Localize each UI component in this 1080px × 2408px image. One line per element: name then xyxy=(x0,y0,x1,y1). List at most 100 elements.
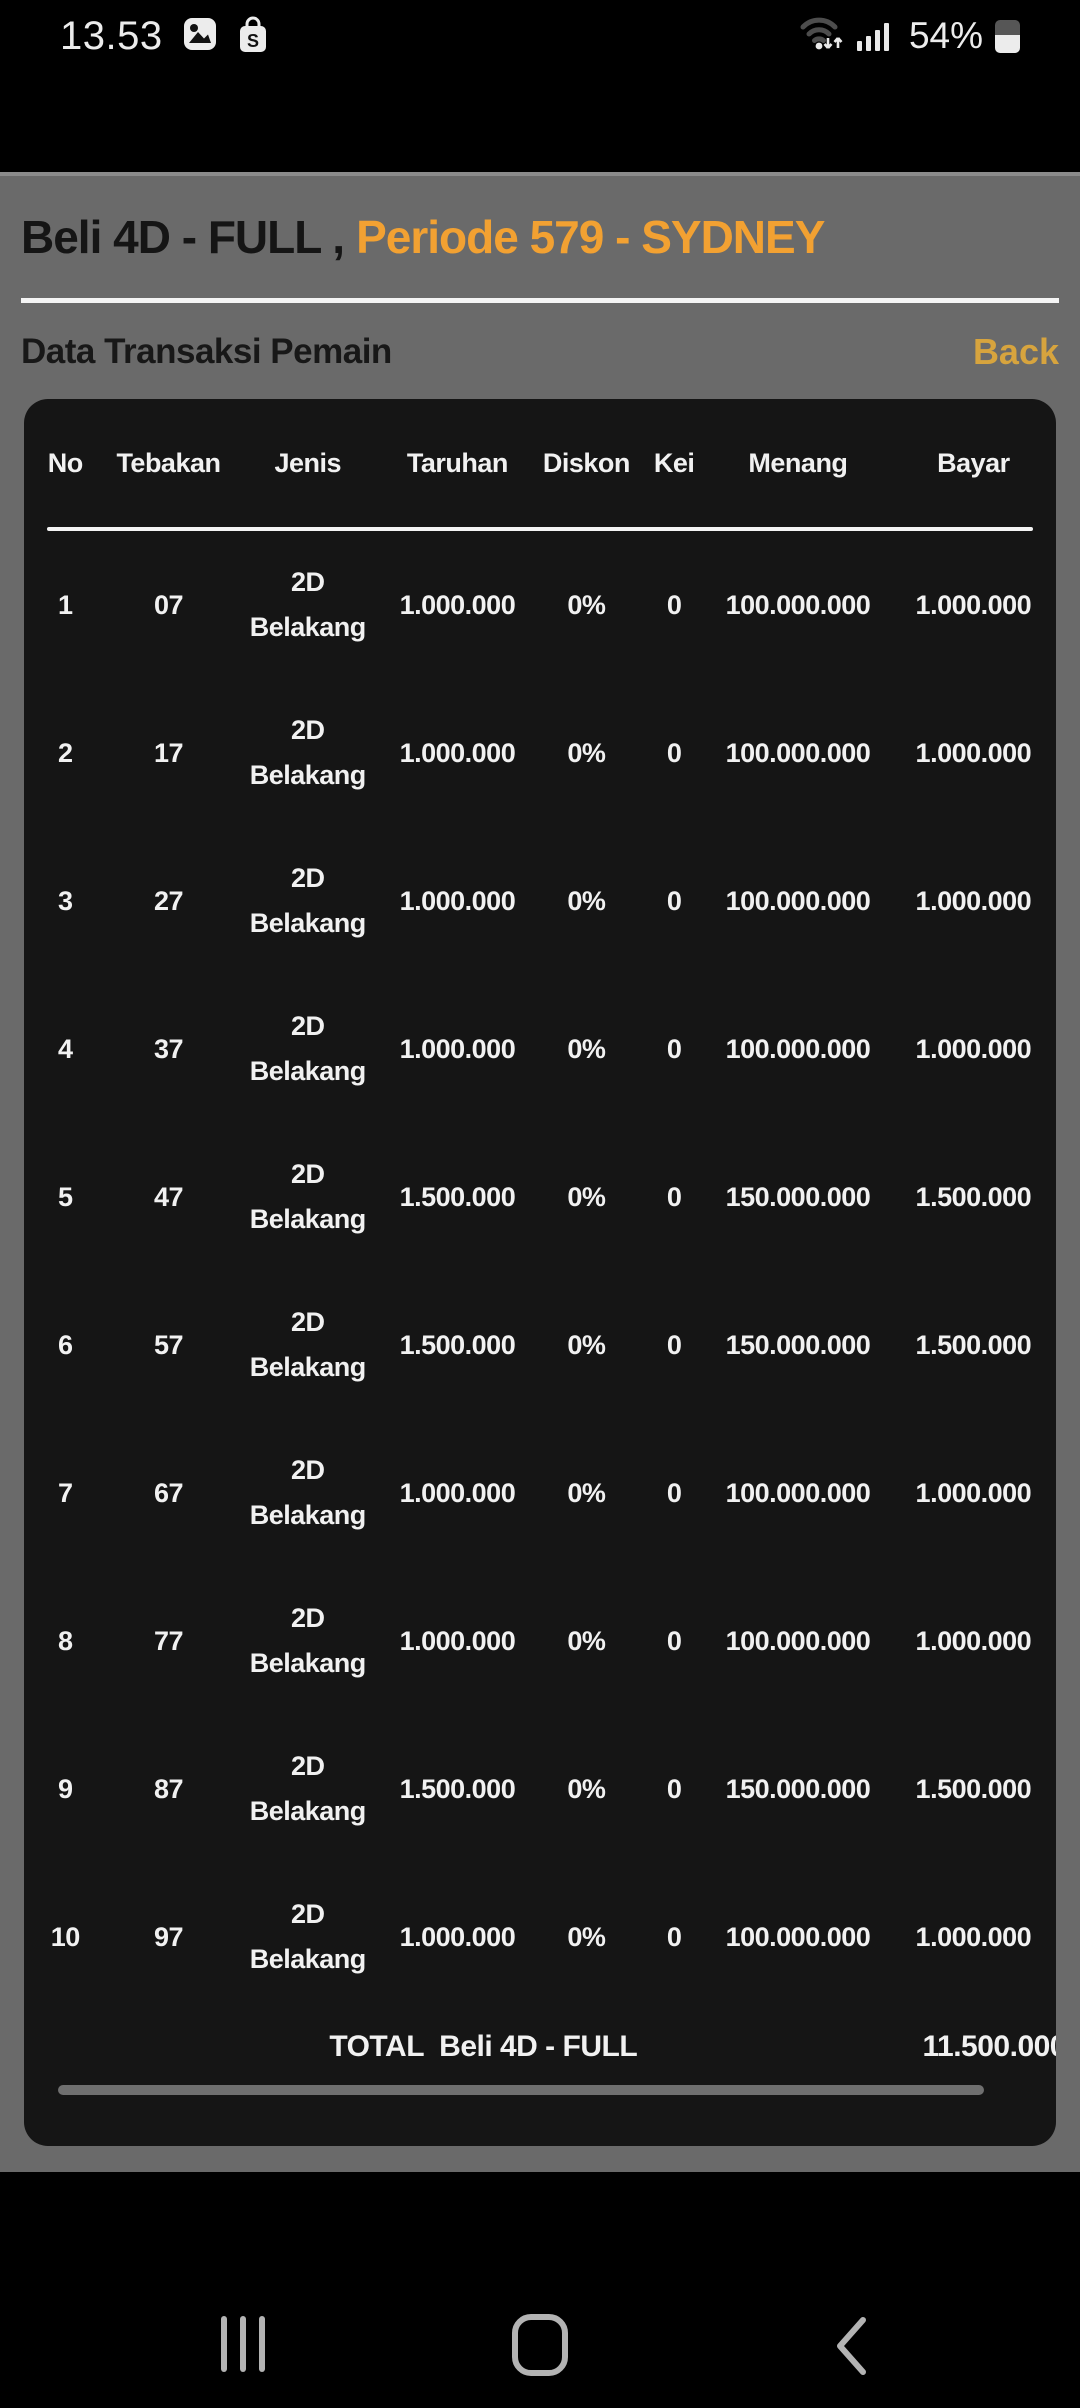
cell-diskon: 0% xyxy=(567,1033,606,1064)
gallery-icon xyxy=(183,17,217,56)
jenis-line2: Belakang xyxy=(249,1056,367,1086)
cell-taruhan: 1.000.000 xyxy=(399,737,516,768)
status-bar: 13.53 S xyxy=(0,0,1080,172)
cell-bayar: 1.000.000 xyxy=(915,1921,1032,1952)
table-row: 9 87 2D Belakang 1.500.000 0% 0 150.000.… xyxy=(24,1715,1056,1863)
cell-jenis: 2D Belakang xyxy=(230,863,385,939)
col-header-menang: Menang xyxy=(748,447,848,478)
cell-diskon: 0% xyxy=(567,1181,606,1212)
back-link[interactable]: Back xyxy=(972,331,1059,372)
jenis-line1: 2D xyxy=(291,1455,325,1485)
jenis-line2: Belakang xyxy=(249,1352,367,1382)
table-body: 1 07 2D Belakang 1.000.000 0% 0 100.000.… xyxy=(24,531,1056,2011)
shopee-icon: S xyxy=(237,15,269,58)
cell-tebakan: 77 xyxy=(153,1625,184,1656)
table-row: 10 97 2D Belakang 1.000.000 0% 0 100.000… xyxy=(24,1863,1056,2011)
android-nav-bar xyxy=(0,2172,1080,2408)
cell-bayar: 1.000.000 xyxy=(915,1625,1032,1656)
cell-no: 10 xyxy=(50,1921,81,1952)
cell-diskon: 0% xyxy=(567,1921,606,1952)
cell-taruhan: 1.000.000 xyxy=(399,589,516,620)
cell-taruhan: 1.000.000 xyxy=(399,1625,516,1656)
table-row: 6 57 2D Belakang 1.500.000 0% 0 150.000.… xyxy=(24,1271,1056,1419)
table-row: 7 67 2D Belakang 1.000.000 0% 0 100.000.… xyxy=(24,1419,1056,1567)
cell-tebakan: 07 xyxy=(153,589,184,620)
table-header-row: No Tebakan Jenis Taruhan Diskon Kei Mena… xyxy=(24,399,1056,527)
horizontal-scrollbar[interactable] xyxy=(58,2085,984,2095)
jenis-line2: Belakang xyxy=(249,760,367,790)
status-bar-left: 13.53 S xyxy=(60,14,269,58)
table-row: 8 77 2D Belakang 1.000.000 0% 0 100.000.… xyxy=(24,1567,1056,1715)
svg-text:S: S xyxy=(247,31,259,51)
cell-menang: 100.000.000 xyxy=(725,1033,871,1064)
cell-menang: 100.000.000 xyxy=(725,1477,871,1508)
col-header-tebakan: Tebakan xyxy=(116,447,221,478)
cell-kei: 0 xyxy=(666,885,682,916)
wifi-icon xyxy=(799,14,845,59)
cell-tebakan: 37 xyxy=(153,1033,184,1064)
page-title-prefix: Beli 4D - FULL , xyxy=(21,211,345,263)
cell-menang: 100.000.000 xyxy=(725,885,871,916)
jenis-line2: Belakang xyxy=(249,612,367,642)
jenis-line1: 2D xyxy=(291,1603,325,1633)
cell-menang: 100.000.000 xyxy=(725,589,871,620)
cell-diskon: 0% xyxy=(567,737,606,768)
cell-tebakan: 67 xyxy=(153,1477,184,1508)
cell-menang: 100.000.000 xyxy=(725,1921,871,1952)
cell-diskon: 0% xyxy=(567,1625,606,1656)
cell-bayar: 1.000.000 xyxy=(915,1477,1032,1508)
cell-kei: 0 xyxy=(666,1921,682,1952)
cell-jenis: 2D Belakang xyxy=(230,1307,385,1383)
cell-tebakan: 27 xyxy=(153,885,184,916)
col-header-kei: Kei xyxy=(653,447,695,478)
cell-taruhan: 1.000.000 xyxy=(399,1921,516,1952)
jenis-line2: Belakang xyxy=(249,1500,367,1530)
jenis-line1: 2D xyxy=(291,863,325,893)
total-label: TOTAL Beli 4D - FULL xyxy=(329,2030,638,2063)
recents-icon[interactable] xyxy=(221,2316,265,2372)
cell-no: 3 xyxy=(58,885,73,916)
cell-diskon: 0% xyxy=(567,1773,606,1804)
header-divider xyxy=(47,527,1033,531)
clock: 13.53 xyxy=(60,13,163,58)
cell-no: 4 xyxy=(58,1033,73,1064)
jenis-line1: 2D xyxy=(291,715,325,745)
cell-kei: 0 xyxy=(666,1329,682,1360)
cell-jenis: 2D Belakang xyxy=(230,567,385,643)
cell-menang: 100.000.000 xyxy=(725,1625,871,1656)
col-header-taruhan: Taruhan xyxy=(406,447,509,478)
table-row: 4 37 2D Belakang 1.000.000 0% 0 100.000.… xyxy=(24,975,1056,1123)
app-page: Beli 4D - FULL , Periode 579 - SYDNEY Dat… xyxy=(0,172,1080,2172)
home-icon[interactable] xyxy=(512,2314,568,2376)
cell-taruhan: 1.500.000 xyxy=(399,1181,516,1212)
jenis-line1: 2D xyxy=(291,1751,325,1781)
cell-menang: 150.000.000 xyxy=(725,1773,871,1804)
cell-bayar: 1.000.000 xyxy=(915,589,1032,620)
col-header-jenis: Jenis xyxy=(274,447,342,478)
cell-bayar: 1.500.000 xyxy=(915,1773,1032,1804)
total-row: TOTAL Beli 4D - FULL 11.500.000 xyxy=(24,2019,1056,2075)
col-header-bayar: Bayar xyxy=(937,447,1010,478)
cell-kei: 0 xyxy=(666,737,682,768)
title-divider xyxy=(21,298,1059,303)
cell-bayar: 1.000.000 xyxy=(915,737,1032,768)
table-row: 2 17 2D Belakang 1.000.000 0% 0 100.000.… xyxy=(24,679,1056,827)
status-bar-right: 54% xyxy=(799,14,1020,58)
cell-diskon: 0% xyxy=(567,589,606,620)
back-icon[interactable] xyxy=(833,2316,869,2381)
cell-taruhan: 1.000.000 xyxy=(399,885,516,916)
cell-no: 5 xyxy=(58,1181,73,1212)
cell-bayar: 1.000.000 xyxy=(915,1033,1032,1064)
cell-bayar: 1.000.000 xyxy=(915,885,1032,916)
table-row: 1 07 2D Belakang 1.000.000 0% 0 100.000.… xyxy=(24,531,1056,679)
battery-percentage: 54% xyxy=(908,15,983,56)
cell-diskon: 0% xyxy=(567,885,606,916)
table-row: 5 47 2D Belakang 1.500.000 0% 0 150.000.… xyxy=(24,1123,1056,1271)
cell-diskon: 0% xyxy=(567,1477,606,1508)
jenis-line1: 2D xyxy=(291,1011,325,1041)
page-title: Beli 4D - FULL , Periode 579 - SYDNEY xyxy=(21,208,1059,266)
cell-kei: 0 xyxy=(666,1625,682,1656)
cell-tebakan: 17 xyxy=(153,737,184,768)
cell-jenis: 2D Belakang xyxy=(230,1159,385,1235)
